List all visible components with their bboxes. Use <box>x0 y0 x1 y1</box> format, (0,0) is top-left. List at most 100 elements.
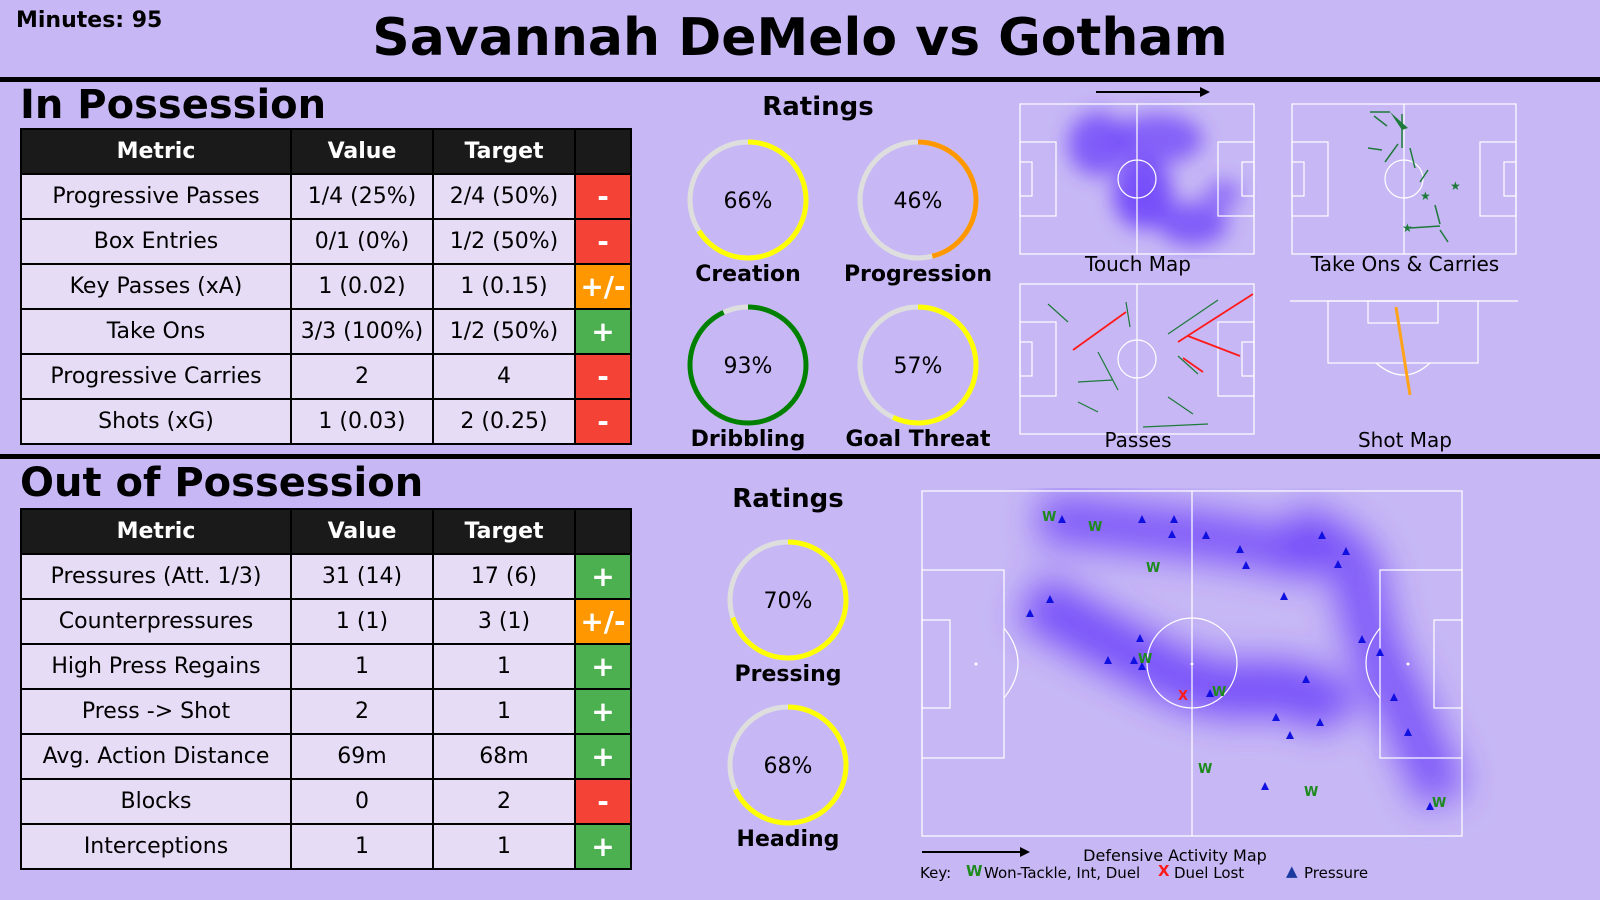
attack-direction-arrowhead <box>1200 87 1210 97</box>
cell-target: 2/4 (50%) <box>432 173 576 220</box>
touch-map-label: Touch Map <box>1085 252 1191 276</box>
pressure-marker <box>1302 675 1310 683</box>
cell-target: 1 <box>432 688 576 735</box>
pressure-marker <box>1236 545 1244 553</box>
cell-target: 2 <box>432 778 576 825</box>
takeons-carries-label: Take Ons & Carries <box>1310 252 1500 276</box>
cell-metric: Key Passes (xA) <box>20 263 292 310</box>
status-badge: + <box>574 308 632 355</box>
gauge-fill <box>727 704 849 826</box>
carry-arrowhead <box>1390 112 1408 130</box>
key-won-symbol: W <box>966 862 983 880</box>
key-pressure-label: Pressure <box>1304 864 1369 882</box>
cell-target: 1 <box>432 823 576 870</box>
pressure-marker <box>1316 718 1324 726</box>
takeon-star: ★ <box>1450 179 1461 193</box>
gauge-label: Pressing <box>734 662 842 687</box>
cell-metric: Box Entries <box>20 218 292 265</box>
shot-line <box>1394 306 1412 396</box>
touch-pitch-lines <box>1019 103 1255 255</box>
status-badge: + <box>574 688 632 735</box>
cell-metric: Interceptions <box>20 823 292 870</box>
pressure-marker <box>1376 648 1384 656</box>
pressure-marker <box>1136 634 1144 642</box>
column-header: Target <box>432 508 576 555</box>
cell-target: 1 <box>432 643 576 690</box>
rating-gauge: 66% <box>687 139 809 261</box>
key-won-label: Won-Tackle, Int, Duel <box>984 864 1141 882</box>
column-header: Target <box>432 128 576 175</box>
takeons-pitch-lines <box>1291 103 1517 255</box>
gauge-value: 66% <box>724 189 773 214</box>
cell-value: 69m <box>290 733 434 780</box>
pressure-marker <box>1272 713 1280 721</box>
defensive-activity-map: W W W W W W W W X <box>921 490 1468 837</box>
pressure-marker <box>1104 656 1112 664</box>
pressure-marker <box>1426 802 1434 810</box>
table-row: Progressive Carries 2 4- <box>20 353 632 400</box>
pressure-marker <box>1202 531 1210 539</box>
gauge-value: 46% <box>894 189 943 214</box>
won-marker: W <box>1304 785 1318 800</box>
status-badge: - <box>574 398 632 445</box>
cell-value: 2 <box>290 688 434 735</box>
won-marker: W <box>1138 652 1152 667</box>
column-header <box>574 508 632 555</box>
pressure-marker <box>1130 656 1138 664</box>
won-marker: W <box>1212 685 1226 700</box>
defensive-heatmap <box>1016 494 1468 810</box>
gauge-label: Creation <box>695 262 801 287</box>
table-row: Shots (xG) 1 (0.03) 2 (0.25) - <box>20 398 632 445</box>
page-title: Savannah DeMelo vs Gotham <box>372 8 1228 68</box>
pressure-marker <box>1058 515 1066 523</box>
column-header: Value <box>290 508 434 555</box>
pressure-marker <box>1170 515 1178 523</box>
cell-value: 1 (0.02) <box>290 263 434 310</box>
column-header: Metric <box>20 128 292 175</box>
cell-target: 1/2 (50%) <box>432 308 576 355</box>
table-row: High Press Regains 1 1 + <box>20 643 632 690</box>
status-badge: - <box>574 778 632 825</box>
status-badge: + <box>574 553 632 600</box>
cell-target: 68m <box>432 733 576 780</box>
gauge-value: 70% <box>764 589 813 614</box>
gauge-label: Goal Threat <box>845 427 991 452</box>
gauge-label: Heading <box>736 827 840 852</box>
table-row: Counterpressures 1 (1) 3 (1) +/- <box>20 598 632 645</box>
pressure-marker <box>1318 531 1326 539</box>
pressure-marker <box>1242 561 1250 569</box>
cell-value: 31 (14) <box>290 553 434 600</box>
cell-value: 0 <box>290 778 434 825</box>
header-divider <box>0 77 1600 82</box>
pressure-marker <box>1280 592 1288 600</box>
cell-metric: Pressures (Att. 1/3) <box>20 553 292 600</box>
out-possession-table: Metric Value Target Pressures (Att. 1/3) 31 … <box>20 508 632 870</box>
column-header: Value <box>290 128 434 175</box>
cell-value: 2 <box>290 353 434 400</box>
out-possession-ratings-title: Ratings <box>732 484 844 514</box>
cell-metric: Progressive Carries <box>20 353 292 400</box>
cell-metric: High Press Regains <box>20 643 292 690</box>
key-lost-label: Duel Lost <box>1174 864 1245 882</box>
won-marker: W <box>1088 520 1102 535</box>
takeon-star: ★ <box>1402 221 1413 235</box>
won-marker: W <box>1042 510 1056 525</box>
status-badge: - <box>574 218 632 265</box>
status-badge: +/- <box>574 263 632 310</box>
cell-value: 1 (1) <box>290 598 434 645</box>
key-prefix: Key: <box>920 864 952 882</box>
rating-gauge: 46% <box>857 139 979 261</box>
gauge-label: Dribbling <box>690 427 806 452</box>
out-possession-title: Out of Possession <box>20 460 424 506</box>
takeons-carries-map: ★ ★ ★ <box>1291 103 1517 255</box>
cell-metric: Avg. Action Distance <box>20 733 292 780</box>
cell-metric: Shots (xG) <box>20 398 292 445</box>
duel-lost-marker: X <box>1178 689 1188 704</box>
gauge-value: 57% <box>894 354 943 379</box>
cell-metric: Progressive Passes <box>20 173 292 220</box>
table-row: Box Entries 0/1 (0%) 1/2 (50%) - <box>20 218 632 265</box>
cell-metric: Press -> Shot <box>20 688 292 735</box>
rating-gauge: 57% <box>857 304 979 426</box>
gauge-fill <box>727 539 849 661</box>
completed-passes <box>1047 299 1219 428</box>
